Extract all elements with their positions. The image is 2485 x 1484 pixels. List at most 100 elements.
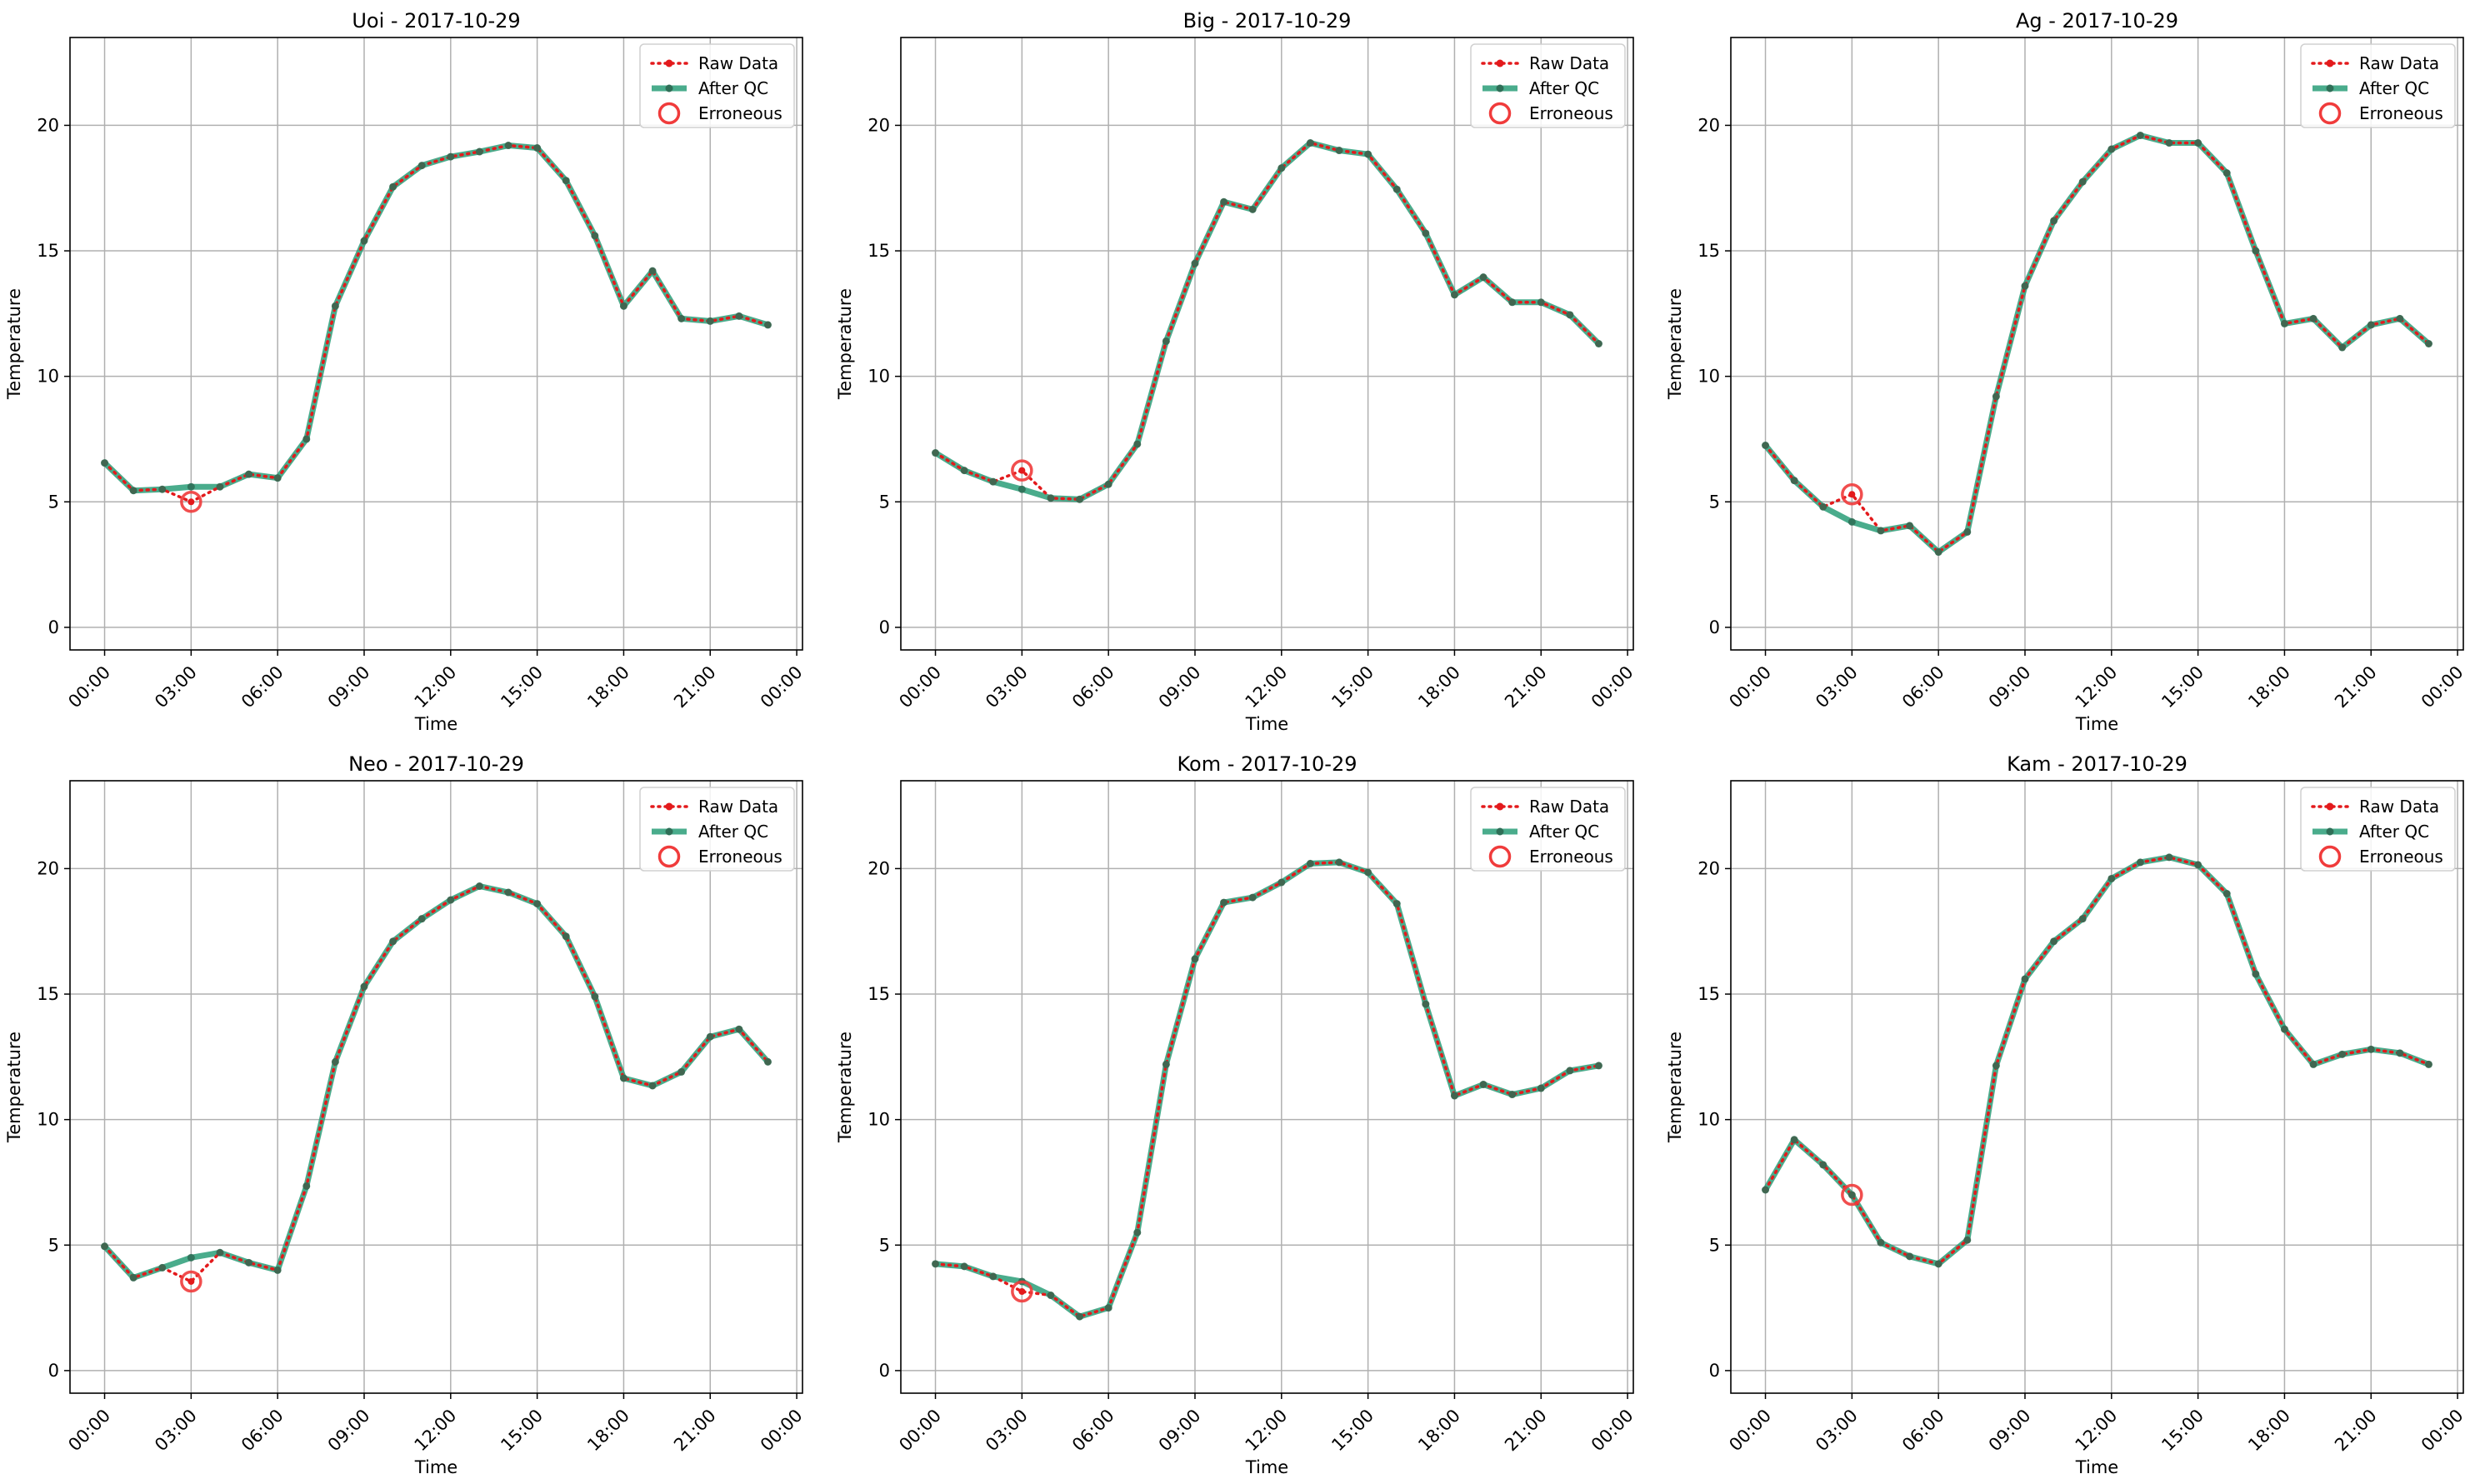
qc-data-point (2222, 169, 2231, 177)
qc-data-point (331, 302, 339, 310)
qc-data-point (678, 1067, 686, 1076)
chart-title: Uoi - 2017-10-29 (352, 9, 520, 32)
raw-data-point (1848, 491, 1856, 498)
qc-data-point (1594, 340, 1602, 347)
qc-data-point (273, 474, 282, 482)
legend: Raw Data After QC Erroneous (639, 43, 795, 128)
x-tick-label: 03:00 (1812, 662, 1862, 712)
qc-data-point (648, 267, 657, 275)
legend-erroneous-label: Erroneous (698, 847, 782, 867)
x-tick-label: 09:00 (1155, 1406, 1205, 1456)
qc-data-point (2078, 177, 2087, 186)
qc-data-point (932, 1260, 940, 1268)
legend-raw-data-marker (1496, 802, 1504, 811)
legend-raw-data-marker (665, 802, 673, 811)
y-axis-label: Temperature (4, 288, 24, 400)
qc-data-point (2136, 858, 2144, 867)
x-tick-label: 03:00 (151, 1406, 201, 1456)
legend-erroneous-label: Erroneous (1529, 847, 1613, 867)
legend-after-qc-marker (2326, 84, 2334, 92)
x-tick-label: 06:00 (1068, 662, 1118, 712)
legend-box (1470, 43, 1626, 128)
legend-raw-data-label: Raw Data (2359, 53, 2439, 73)
plot-frame (900, 780, 1634, 1394)
series-raw-data-line (102, 143, 770, 504)
qc-data-point (1762, 441, 1770, 449)
qc-data-point (1906, 1252, 1914, 1261)
qc-data-point (1422, 1000, 1430, 1008)
chart-title: Kom - 2017-10-29 (1178, 752, 1358, 776)
chart-panel-1: 0 5 10 15 20 00:00 03:00 06:00 09:00 12:00 15:00 18… (835, 9, 1638, 734)
legend-after-qc-label: After QC (2359, 78, 2429, 98)
x-tick-label: 18:00 (2244, 1406, 2294, 1456)
legend: Raw Data After QC Erroneous (2300, 43, 2456, 128)
qc-data-point (1537, 1084, 1545, 1092)
x-tick-label: 03:00 (1812, 1406, 1862, 1456)
x-axis-label: Time (414, 714, 458, 734)
qc-data-point (960, 467, 968, 475)
y-tick-label: 15 (37, 984, 59, 1004)
legend-box (2300, 787, 2456, 872)
qc-data-point (1364, 150, 1372, 158)
legend: Raw Data After QC Erroneous (2300, 787, 2456, 872)
plot-frame (69, 37, 803, 651)
qc-data-point (2424, 1060, 2432, 1068)
qc-data-point (1306, 139, 1314, 147)
qc-data-point (1248, 893, 1257, 902)
y-axis-label: Temperature (835, 1032, 855, 1143)
erroneous-point-marker (1841, 1183, 1863, 1207)
y-tick-label: 0 (1709, 1361, 1720, 1381)
qc-data-point (447, 896, 455, 904)
legend-erroneous-marker (658, 845, 681, 868)
legend: Raw Data After QC Erroneous (1470, 43, 1626, 128)
qc-data-point (1162, 337, 1170, 345)
qc-data-point (1162, 1060, 1170, 1068)
qc-data-point (2280, 1025, 2288, 1033)
x-tick-label: 15:00 (2158, 662, 2208, 712)
qc-data-point (2165, 139, 2173, 147)
qc-data-point (1133, 1228, 1142, 1237)
qc-data-point (763, 1057, 772, 1066)
series-raw-data-line (933, 861, 1601, 1319)
x-tick-label: 15:00 (2158, 1406, 2208, 1456)
legend-after-qc-label: After QC (2359, 822, 2429, 842)
legend-erroneous-marker (2318, 845, 2342, 868)
legend: Raw Data After QC Erroneous (639, 787, 795, 872)
qc-data-point (1191, 955, 1199, 963)
chart-title: Big - 2017-10-29 (1183, 9, 1352, 32)
qc-data-point (418, 162, 426, 170)
x-tick-label: 06:00 (1068, 1406, 1118, 1456)
qc-data-point (1076, 495, 1084, 503)
qc-data-point (735, 1025, 743, 1033)
y-axis-label: Temperature (835, 288, 855, 400)
x-tick-label: 06:00 (1898, 1406, 1948, 1456)
x-tick-label: 06:00 (238, 1406, 288, 1456)
qc-data-point (2252, 247, 2260, 255)
qc-data-point (1392, 900, 1401, 908)
legend-raw-data-label: Raw Data (2359, 797, 2439, 817)
x-tick-label: 00:00 (1725, 662, 1775, 712)
qc-data-point (619, 1074, 628, 1082)
qc-data-point (619, 302, 628, 310)
qc-data-point (989, 477, 998, 486)
y-tick-label: 10 (1698, 1110, 1720, 1130)
qc-data-point (2338, 343, 2347, 352)
x-tick-label: 15:00 (497, 1406, 547, 1456)
qc-data-point (504, 142, 512, 150)
x-tick-label: 09:00 (324, 1406, 374, 1456)
qc-data-point (1963, 527, 1972, 536)
y-axis-label: Temperature (1665, 1032, 1685, 1143)
qc-data-point (504, 888, 512, 897)
qc-data-point (1594, 1062, 1602, 1070)
qc-data-point (2367, 1045, 2375, 1053)
qc-data-point (960, 1262, 968, 1271)
x-tick-label: 09:00 (1155, 662, 1205, 712)
qc-data-point (245, 470, 253, 478)
qc-data-point (2252, 970, 2260, 978)
y-tick-label: 10 (868, 367, 890, 387)
qc-data-point (1934, 548, 1942, 557)
y-tick-label: 15 (868, 241, 890, 261)
legend: Raw Data After QC Erroneous (1470, 787, 1626, 872)
chart-title: Ag - 2017-10-29 (2016, 9, 2178, 32)
series-after-qc-line (932, 859, 1602, 1320)
